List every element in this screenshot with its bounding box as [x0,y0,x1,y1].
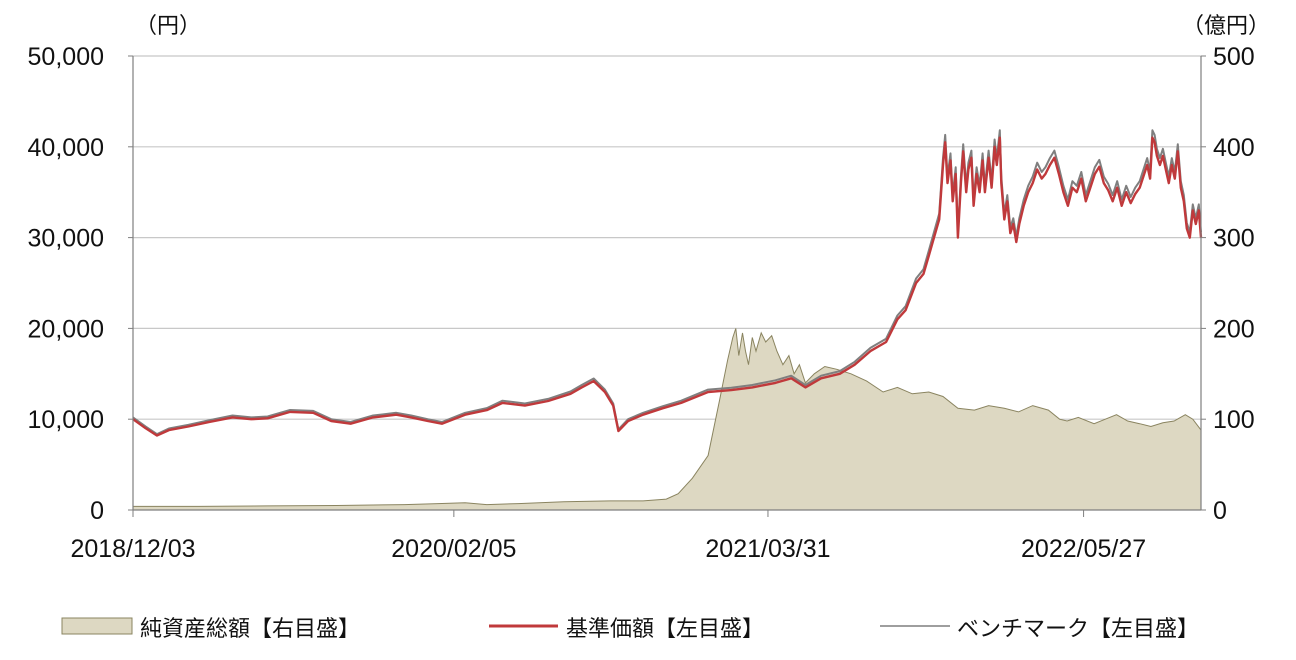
legend-label-nav: 基準価額【左目盛】 [566,617,764,642]
price-lines-layer [132,129,1203,437]
right-tick-label: 400 [1213,134,1255,162]
left-tick-label: 40,000 [28,134,104,162]
legend-swatch-net-assets [61,617,133,635]
tick-labels: 0 10,000 20,000 30,000 40,000 50,000 0 100 200 30… [28,43,1255,563]
right-tick-label: 500 [1213,43,1255,71]
legend-label-benchmark: ベンチマーク【左目盛】 [957,617,1199,642]
x-tick-label: 2020/02/05 [391,535,516,563]
right-tick-label: 300 [1213,225,1255,253]
net-assets-area-layer [132,328,1202,511]
x-tick-label: 2021/03/31 [705,535,830,563]
left-tick-label: 50,000 [28,43,104,71]
right-tick-label: 200 [1213,315,1255,343]
right-axis-unit: （億円） [1182,14,1270,39]
gridlines [133,55,1201,420]
left-axis-unit: （円） [135,14,201,39]
left-tick-label: 30,000 [28,225,104,253]
right-tick-label: 100 [1213,406,1255,434]
legend-label-net-assets: 純資産総額【右目盛】 [140,617,360,642]
left-tick-label: 0 [90,497,104,525]
left-tick-label: 10,000 [28,406,104,434]
axes [128,55,1206,517]
series-nav-line [132,136,1203,437]
legend: 純資産総額【右目盛】 基準価額【左目盛】 ベンチマーク【左目盛】 [61,617,1199,642]
left-tick-label: 20,000 [28,315,104,343]
right-tick-label: 0 [1213,497,1227,525]
series-net-assets-area [132,328,1202,511]
x-tick-label: 2018/12/03 [70,535,195,563]
x-tick-label: 2022/05/27 [1021,535,1146,563]
